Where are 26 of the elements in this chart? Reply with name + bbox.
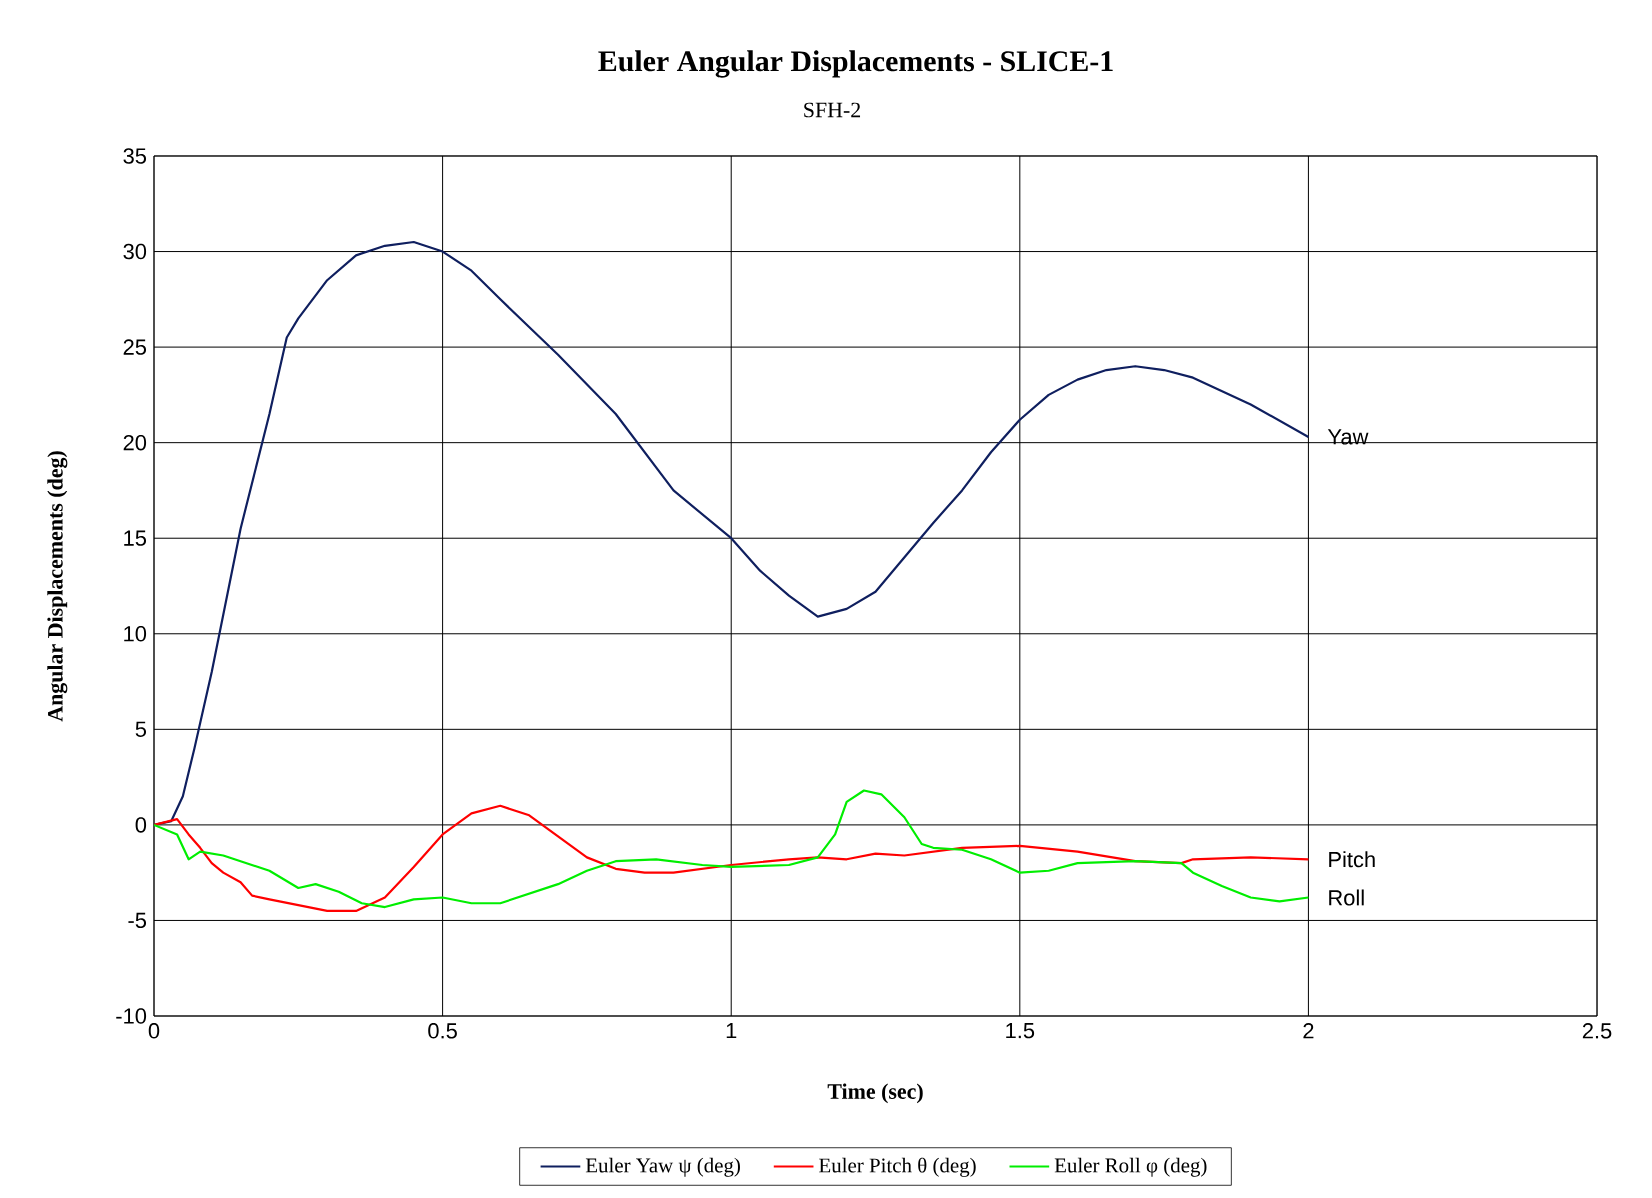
x-tick-label: 2.5 [1582, 1023, 1612, 1039]
x-tick-label: 0.5 [428, 1023, 457, 1039]
annotation: Roll [1329, 889, 1364, 906]
y-tick-label: 25 [123, 339, 147, 355]
y-tick-label: -5 [128, 912, 147, 929]
chart-subtitle: SFH-2 [804, 102, 861, 118]
x-tick-label: 1 [726, 1023, 737, 1039]
chart-title: Euler Angular Displacements - SLICE-1 [598, 50, 1113, 78]
y-tick-label: 35 [123, 148, 147, 164]
x-tick-label: 1.5 [1006, 1023, 1035, 1039]
y-tick-label: -10 [116, 1008, 147, 1024]
y-tick-label: 10 [124, 626, 147, 642]
legend-label: Euler Roll φ (deg) [1054, 1157, 1207, 1177]
y-tick-label: 0 [135, 817, 147, 833]
annotation: Pitch [1329, 851, 1375, 868]
y-tick-label: 5 [135, 721, 147, 737]
x-tick-label: 2 [1303, 1023, 1314, 1039]
y-axis-title: Angular Displacements (deg) [47, 451, 68, 722]
x-tick-label: 0 [148, 1023, 160, 1039]
y-tick-label: 15 [124, 530, 147, 546]
annotation: Yaw [1327, 429, 1369, 445]
legend-label: Euler Yaw ψ (deg) [585, 1157, 740, 1177]
y-tick-label: 20 [123, 434, 147, 451]
legend-label: Euler Pitch θ (deg) [819, 1157, 976, 1177]
x-axis-title: Time (sec) [827, 1083, 923, 1104]
y-tick-label: 30 [123, 243, 147, 260]
